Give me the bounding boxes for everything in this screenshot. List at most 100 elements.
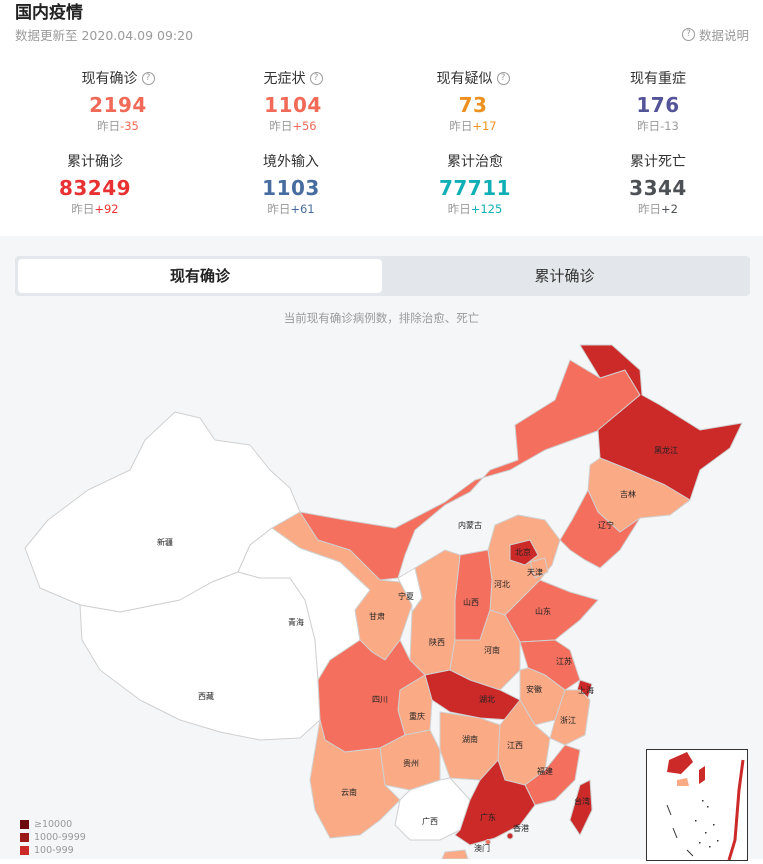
province-tianjin[interactable] bbox=[529, 557, 549, 579]
legend-swatch bbox=[20, 819, 29, 829]
label-hunan: 湖南 bbox=[462, 734, 478, 744]
question-icon[interactable]: ? bbox=[496, 71, 510, 85]
province-liaoning[interactable] bbox=[559, 489, 641, 569]
label-neimenggu: 内蒙古 bbox=[458, 520, 482, 530]
label-ningxia: 宁夏 bbox=[398, 591, 414, 601]
province-yunnan[interactable] bbox=[309, 719, 401, 839]
question-icon[interactable]: ? bbox=[309, 71, 323, 85]
stat-label: 累计死亡 bbox=[630, 154, 686, 170]
stat-value: 176 bbox=[636, 93, 680, 117]
stat-delta: 昨日-35 bbox=[23, 118, 213, 134]
stat-label: 现有重症 bbox=[630, 71, 686, 87]
header: 国内疫情 数据更新至 2020.04.09 09:20 ? 数据说明 bbox=[0, 0, 763, 48]
question-icon: ? bbox=[681, 28, 695, 41]
data-explain-label: 数据说明 bbox=[698, 28, 749, 43]
province-taiwan[interactable] bbox=[569, 779, 593, 836]
stat-imported: 境外输入 1103 昨日+61 bbox=[196, 151, 386, 217]
label-shaanxi: 陕西 bbox=[429, 637, 445, 647]
stat-delta-prefix: 昨日 bbox=[638, 202, 662, 216]
stat-delta: 昨日+2 bbox=[563, 201, 753, 217]
label-tianjin: 天津 bbox=[527, 567, 543, 577]
stat-label: 累计确诊 bbox=[67, 154, 123, 170]
stat-delta-value: +61 bbox=[290, 202, 315, 216]
stat-delta-value: +56 bbox=[292, 119, 317, 133]
province-aomen[interactable] bbox=[485, 839, 491, 845]
legend-item: ≥10000 bbox=[20, 818, 86, 830]
stat-value: 3344 bbox=[629, 176, 687, 200]
stat-label: 累计治愈 bbox=[447, 154, 503, 170]
label-guangdong: 广东 bbox=[480, 812, 496, 822]
legend-label: 1000-9999 bbox=[34, 831, 86, 843]
inset-taiwan bbox=[699, 766, 705, 784]
data-explain-link[interactable]: ? 数据说明 bbox=[681, 25, 749, 44]
stat-delta: 昨日+56 bbox=[198, 118, 388, 134]
china-map[interactable]: 黑龙江 吉林 辽宁 内蒙古 北京 天津 河北 山西 山东 新疆 宁夏 甘肃 青海… bbox=[0, 330, 763, 859]
label-shandong: 山东 bbox=[535, 606, 551, 616]
province-neimenggu[interactable] bbox=[299, 359, 641, 581]
stat-total-confirmed: 累计确诊 83249 昨日+92 bbox=[0, 151, 190, 217]
label-chongqing: 重庆 bbox=[409, 711, 425, 721]
stat-value: 77711 bbox=[438, 176, 512, 200]
label-zhejiang: 浙江 bbox=[560, 715, 576, 725]
legend-swatch bbox=[20, 832, 29, 842]
province-fujian[interactable] bbox=[524, 744, 581, 806]
stat-value: 2194 bbox=[89, 93, 147, 117]
label-jiangxi: 江西 bbox=[507, 741, 523, 750]
tab-current-confirmed[interactable]: 现有确诊 bbox=[18, 259, 382, 293]
legend-item: 100-999 bbox=[20, 844, 86, 856]
label-aomen: 澳门 bbox=[474, 843, 490, 853]
province-hainan[interactable] bbox=[441, 849, 469, 859]
stat-value: 1103 bbox=[262, 176, 320, 200]
stat-current-confirmed: 现有确诊? 2194 昨日-35 bbox=[23, 68, 213, 134]
stat-label: 现有确诊 bbox=[81, 71, 138, 87]
label-xizang: 西藏 bbox=[198, 691, 214, 701]
province-beijing[interactable] bbox=[509, 539, 539, 566]
stat-delta-value: -35 bbox=[120, 119, 139, 133]
update-time: 数据更新至 2020.04.09 09:20 bbox=[15, 28, 194, 43]
province-xianggang[interactable] bbox=[506, 832, 514, 840]
label-guangxi: 广西 bbox=[422, 816, 438, 826]
label-sichuan: 四川 bbox=[372, 695, 388, 704]
label-qinghai: 青海 bbox=[288, 617, 304, 627]
label-yunnan: 云南 bbox=[341, 787, 357, 797]
stat-asymptomatic: 无症状? 1104 昨日+56 bbox=[198, 68, 388, 134]
province-guangdong[interactable] bbox=[454, 759, 536, 846]
stat-severe: 现有重症 176 昨日-13 bbox=[563, 68, 753, 134]
label-gansu: 甘肃 bbox=[369, 611, 385, 621]
label-jilin: 吉林 bbox=[620, 489, 636, 499]
label-taiwan: 台湾 bbox=[574, 796, 590, 806]
label-hubei: 湖北 bbox=[479, 695, 495, 704]
inset-coast bbox=[727, 759, 745, 861]
stat-delta: 昨日+125 bbox=[380, 201, 570, 217]
province-guizhou[interactable] bbox=[379, 729, 441, 791]
legend-swatch bbox=[20, 845, 29, 855]
question-icon[interactable]: ? bbox=[141, 71, 155, 85]
label-anhui: 安徽 bbox=[526, 684, 542, 694]
stat-delta-prefix: 昨日 bbox=[267, 202, 291, 216]
page-title: 国内疫情 bbox=[15, 3, 83, 23]
label-xianggang: 香港 bbox=[513, 823, 529, 833]
stat-value: 1104 bbox=[264, 93, 322, 117]
stat-delta-value: +92 bbox=[94, 202, 119, 216]
tab-cumulative-confirmed[interactable]: 累计确诊 bbox=[534, 267, 595, 285]
south-china-sea-inset bbox=[646, 749, 748, 861]
stat-delta-prefix: 昨日 bbox=[71, 202, 95, 216]
stat-delta-value: +125 bbox=[470, 202, 503, 216]
stat-delta-value: -13 bbox=[660, 119, 679, 133]
province-zhejiang[interactable] bbox=[549, 689, 591, 746]
stat-delta-prefix: 昨日 bbox=[637, 119, 661, 133]
label-henan: 河南 bbox=[484, 645, 500, 655]
label-jiangsu: 江苏 bbox=[556, 656, 572, 666]
province-heilongjiang[interactable] bbox=[579, 344, 743, 501]
label-shanghai: 上海 bbox=[578, 685, 594, 695]
map-note: 当前现有确诊病例数，排除治愈、死亡 bbox=[283, 311, 480, 325]
stat-delta-value: +2 bbox=[661, 202, 678, 216]
label-beijing: 北京 bbox=[515, 547, 531, 557]
inset-guangdong bbox=[667, 752, 693, 774]
stat-delta: 昨日+17 bbox=[378, 118, 568, 134]
label-guizhou: 贵州 bbox=[403, 758, 419, 768]
stat-deaths: 累计死亡 3344 昨日+2 bbox=[563, 151, 753, 217]
label-fujian: 福建 bbox=[537, 766, 553, 776]
stat-delta: 昨日+61 bbox=[196, 201, 386, 217]
label-liaoning: 辽宁 bbox=[598, 520, 614, 530]
